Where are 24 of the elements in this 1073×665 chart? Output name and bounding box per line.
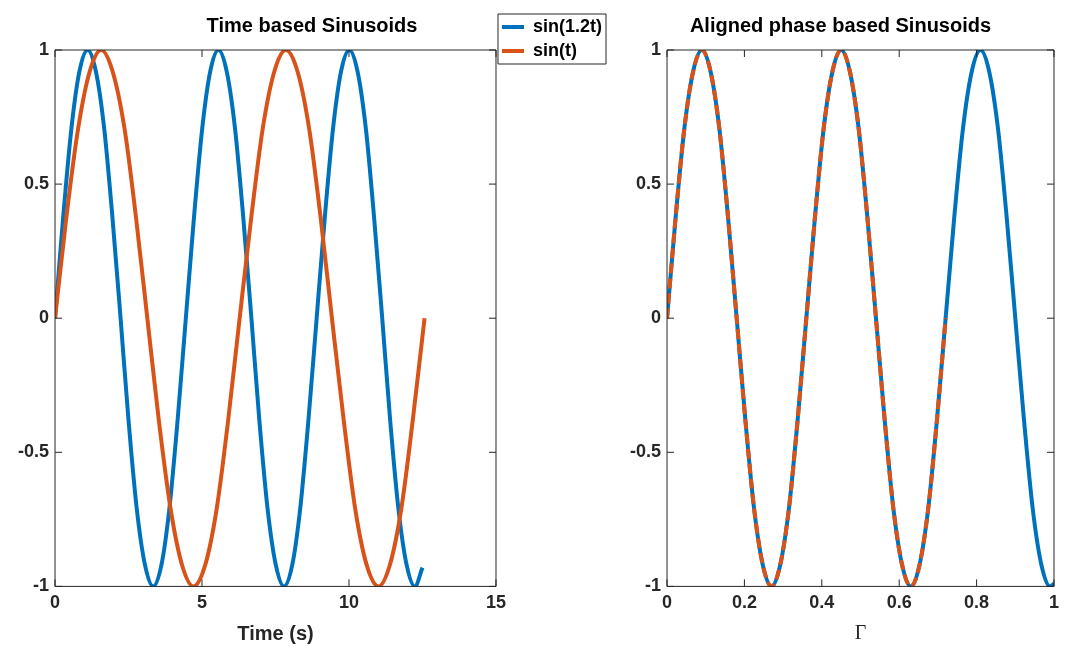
- y-tick-label: 0.5: [635, 173, 662, 194]
- y-tick-label: -1: [645, 575, 662, 596]
- x-tick-label: 0.8: [964, 592, 990, 613]
- x-tick-label: 10: [338, 592, 360, 613]
- x-tick-label: 15: [485, 592, 506, 613]
- chart-title: Aligned phase based Sinusoids: [689, 13, 992, 36]
- y-tick-label: -0.5: [17, 441, 50, 462]
- chart-title: Time based Sinusoids: [206, 13, 418, 36]
- y-tick-label: 0: [39, 307, 50, 328]
- y-tick-label: 1: [651, 38, 662, 59]
- y-tick-label: 0.5: [23, 173, 50, 194]
- x-tick-label: 0.6: [886, 592, 912, 613]
- x-tick-label: 0.4: [809, 592, 835, 613]
- x-tick-label: 5: [197, 592, 208, 613]
- y-tick-label: -0.5: [629, 441, 662, 462]
- y-tick-label: 1: [39, 38, 50, 59]
- x-tick-label: 1: [1048, 592, 1059, 613]
- legend-label: sin(1.2t): [532, 15, 603, 36]
- x-tick-label: 0.2: [731, 592, 757, 613]
- y-tick-label: -1: [33, 575, 50, 596]
- y-tick-label: 0: [651, 307, 662, 328]
- x-axis-title: Time (s): [237, 621, 314, 644]
- x-axis-title: Γ: [854, 621, 867, 644]
- legend-label: sin(t): [532, 39, 577, 60]
